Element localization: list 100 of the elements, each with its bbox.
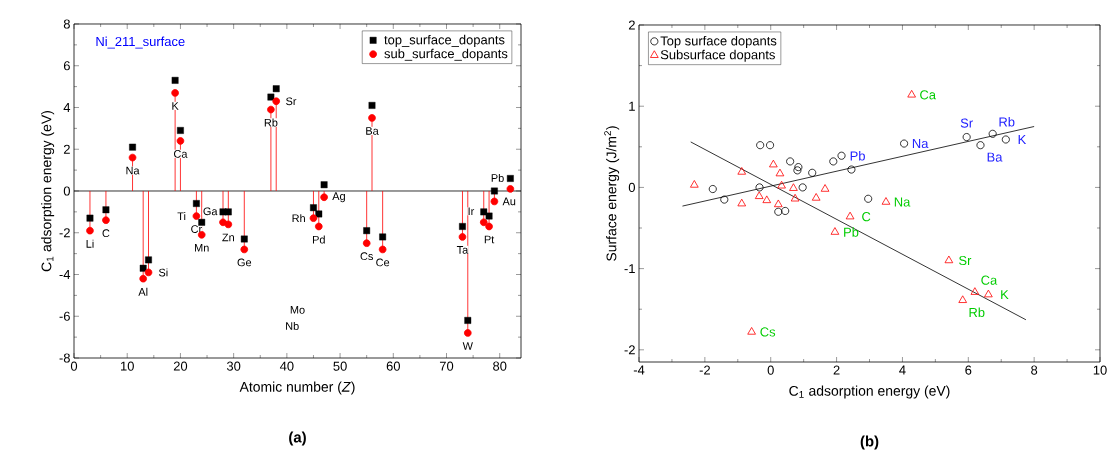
- point: [847, 165, 856, 174]
- x-tick-label: 6: [965, 365, 972, 375]
- y-tick-label: 0: [628, 182, 635, 192]
- point: [755, 183, 764, 192]
- data-label: Ca: [173, 150, 188, 158]
- data-label: Sr: [286, 97, 297, 106]
- data-label: K: [1001, 290, 1009, 300]
- data-label: Ba: [366, 127, 379, 135]
- point: [490, 197, 499, 206]
- data-label: Pb: [850, 150, 865, 161]
- point: [754, 191, 764, 199]
- x-tick-label: 0: [767, 365, 774, 375]
- point: [794, 163, 803, 172]
- point: [781, 206, 790, 215]
- point: [881, 197, 891, 205]
- y-tick-label: -2: [59, 228, 70, 238]
- y-tick-label: -1: [624, 264, 635, 274]
- point: [798, 183, 807, 192]
- point: [192, 212, 201, 220]
- data-label: Pb: [844, 227, 859, 237]
- x-tick-label: 8: [1031, 365, 1038, 375]
- data-label: Ga: [203, 207, 218, 216]
- point: [720, 195, 729, 204]
- data-label: Ta: [456, 246, 469, 254]
- data-label: Al: [138, 287, 148, 296]
- point: [790, 193, 800, 202]
- point: [139, 274, 147, 283]
- data-label: Ce: [376, 258, 390, 267]
- point: [756, 141, 765, 150]
- point: [102, 206, 110, 214]
- data-label: Na: [912, 139, 929, 149]
- point: [775, 168, 785, 177]
- x-tick-label: 80: [493, 361, 507, 371]
- y-axis-title: Surface energy (J/m$^{2}$): [604, 126, 620, 261]
- y-tick-label: -2: [624, 345, 635, 355]
- data-label: Si: [158, 268, 168, 277]
- point: [793, 166, 802, 175]
- data-label: Ca: [920, 90, 937, 100]
- data-label: Ba: [987, 152, 1003, 162]
- data-label: Na: [126, 166, 140, 175]
- point: [837, 151, 846, 160]
- y-tick-label: 2: [628, 20, 635, 30]
- legend-label: Subsurface dopants: [660, 49, 775, 62]
- legend-label: top_surface_dopants: [384, 34, 505, 47]
- x-tick-label: 0: [70, 361, 78, 371]
- point: [145, 256, 152, 264]
- data-label: Ir: [468, 207, 475, 216]
- annotation: Cr: [191, 225, 202, 233]
- data-label: K: [172, 102, 179, 110]
- point: [459, 223, 466, 230]
- point: [314, 222, 323, 231]
- data-label: Ge: [237, 258, 252, 267]
- data-label: Na: [894, 197, 911, 207]
- point: [907, 89, 916, 98]
- x-tick-label: 30: [226, 361, 241, 371]
- point: [820, 184, 830, 192]
- text: Ni_211_surface: [96, 36, 185, 49]
- point: [944, 255, 954, 264]
- point: [102, 216, 110, 225]
- point: [144, 268, 153, 277]
- point: [970, 287, 980, 295]
- data-label: Pb: [491, 173, 504, 182]
- y-tick-label: 0: [63, 186, 70, 196]
- data-label: C: [102, 229, 110, 238]
- point: [789, 183, 798, 191]
- point: [774, 207, 783, 216]
- point: [737, 167, 747, 175]
- point: [479, 218, 488, 227]
- point: [811, 193, 821, 201]
- point: [315, 210, 323, 218]
- point: [864, 194, 873, 203]
- point: [362, 239, 371, 247]
- point: [177, 127, 184, 134]
- text: Nb: [286, 321, 299, 330]
- x-tick-label: 60: [386, 361, 400, 371]
- point: [272, 85, 280, 93]
- point: [984, 289, 993, 298]
- point: [766, 141, 775, 150]
- point: [310, 204, 317, 212]
- point: [240, 245, 249, 254]
- data-label: Rb: [969, 307, 985, 318]
- y-tick-label: -6: [59, 311, 70, 321]
- x-tick-label: 10: [1093, 365, 1107, 375]
- y-tick-label: 6: [63, 61, 70, 71]
- point: [198, 218, 206, 226]
- point: [368, 102, 376, 109]
- data-label: Ca: [981, 275, 998, 285]
- point: [363, 227, 371, 235]
- x-tick-label: 50: [333, 361, 347, 371]
- point: [485, 212, 493, 220]
- data-label: Li: [86, 239, 94, 248]
- data-label: W: [462, 342, 473, 350]
- data-label: Au: [502, 197, 516, 206]
- point: [786, 157, 795, 166]
- data-label: Rb: [999, 117, 1015, 127]
- point: [506, 185, 515, 193]
- point: [272, 97, 281, 106]
- x-tick-label: 20: [173, 361, 188, 371]
- point: [962, 133, 971, 142]
- data-label: Rh: [292, 214, 305, 223]
